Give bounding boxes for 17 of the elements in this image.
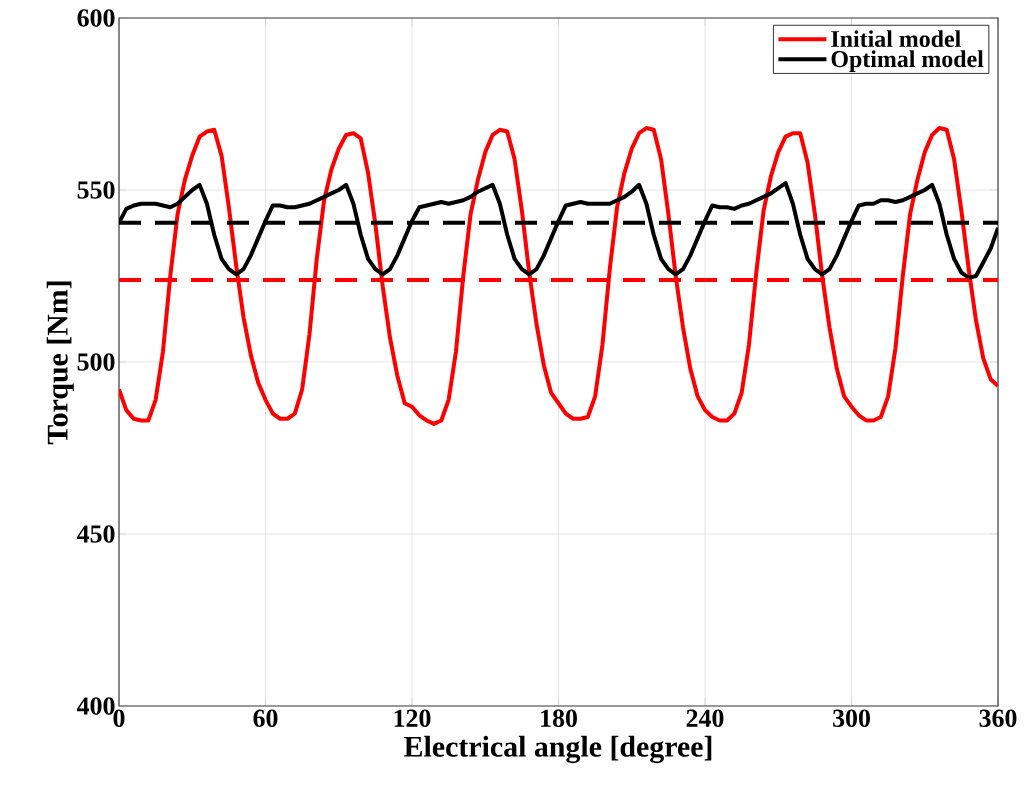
x-tick-label: 240 (686, 709, 724, 727)
legend-label: Initial model (831, 30, 961, 48)
y-tick-label: 450 (76, 525, 115, 543)
x-axis-title: Electrical angle [degree] (404, 735, 712, 764)
y-tick-label: 600 (77, 9, 115, 27)
x-tick-label: 120 (394, 709, 431, 727)
y-tick-label: 400 (76, 697, 115, 715)
y-tick-label: 500 (77, 353, 115, 371)
y-tick-label: 550 (77, 181, 115, 199)
legend-label: Optimal model (831, 50, 984, 73)
x-tick-label: 180 (541, 709, 577, 727)
y-axis-title: Torque [Nm] (46, 281, 74, 445)
x-tick-label: 60 (253, 709, 278, 727)
x-tick-label: 360 (979, 709, 1017, 727)
x-tick-label: 0 (113, 709, 125, 727)
x-tick-label: 300 (833, 709, 870, 727)
line-series (119, 126, 999, 426)
